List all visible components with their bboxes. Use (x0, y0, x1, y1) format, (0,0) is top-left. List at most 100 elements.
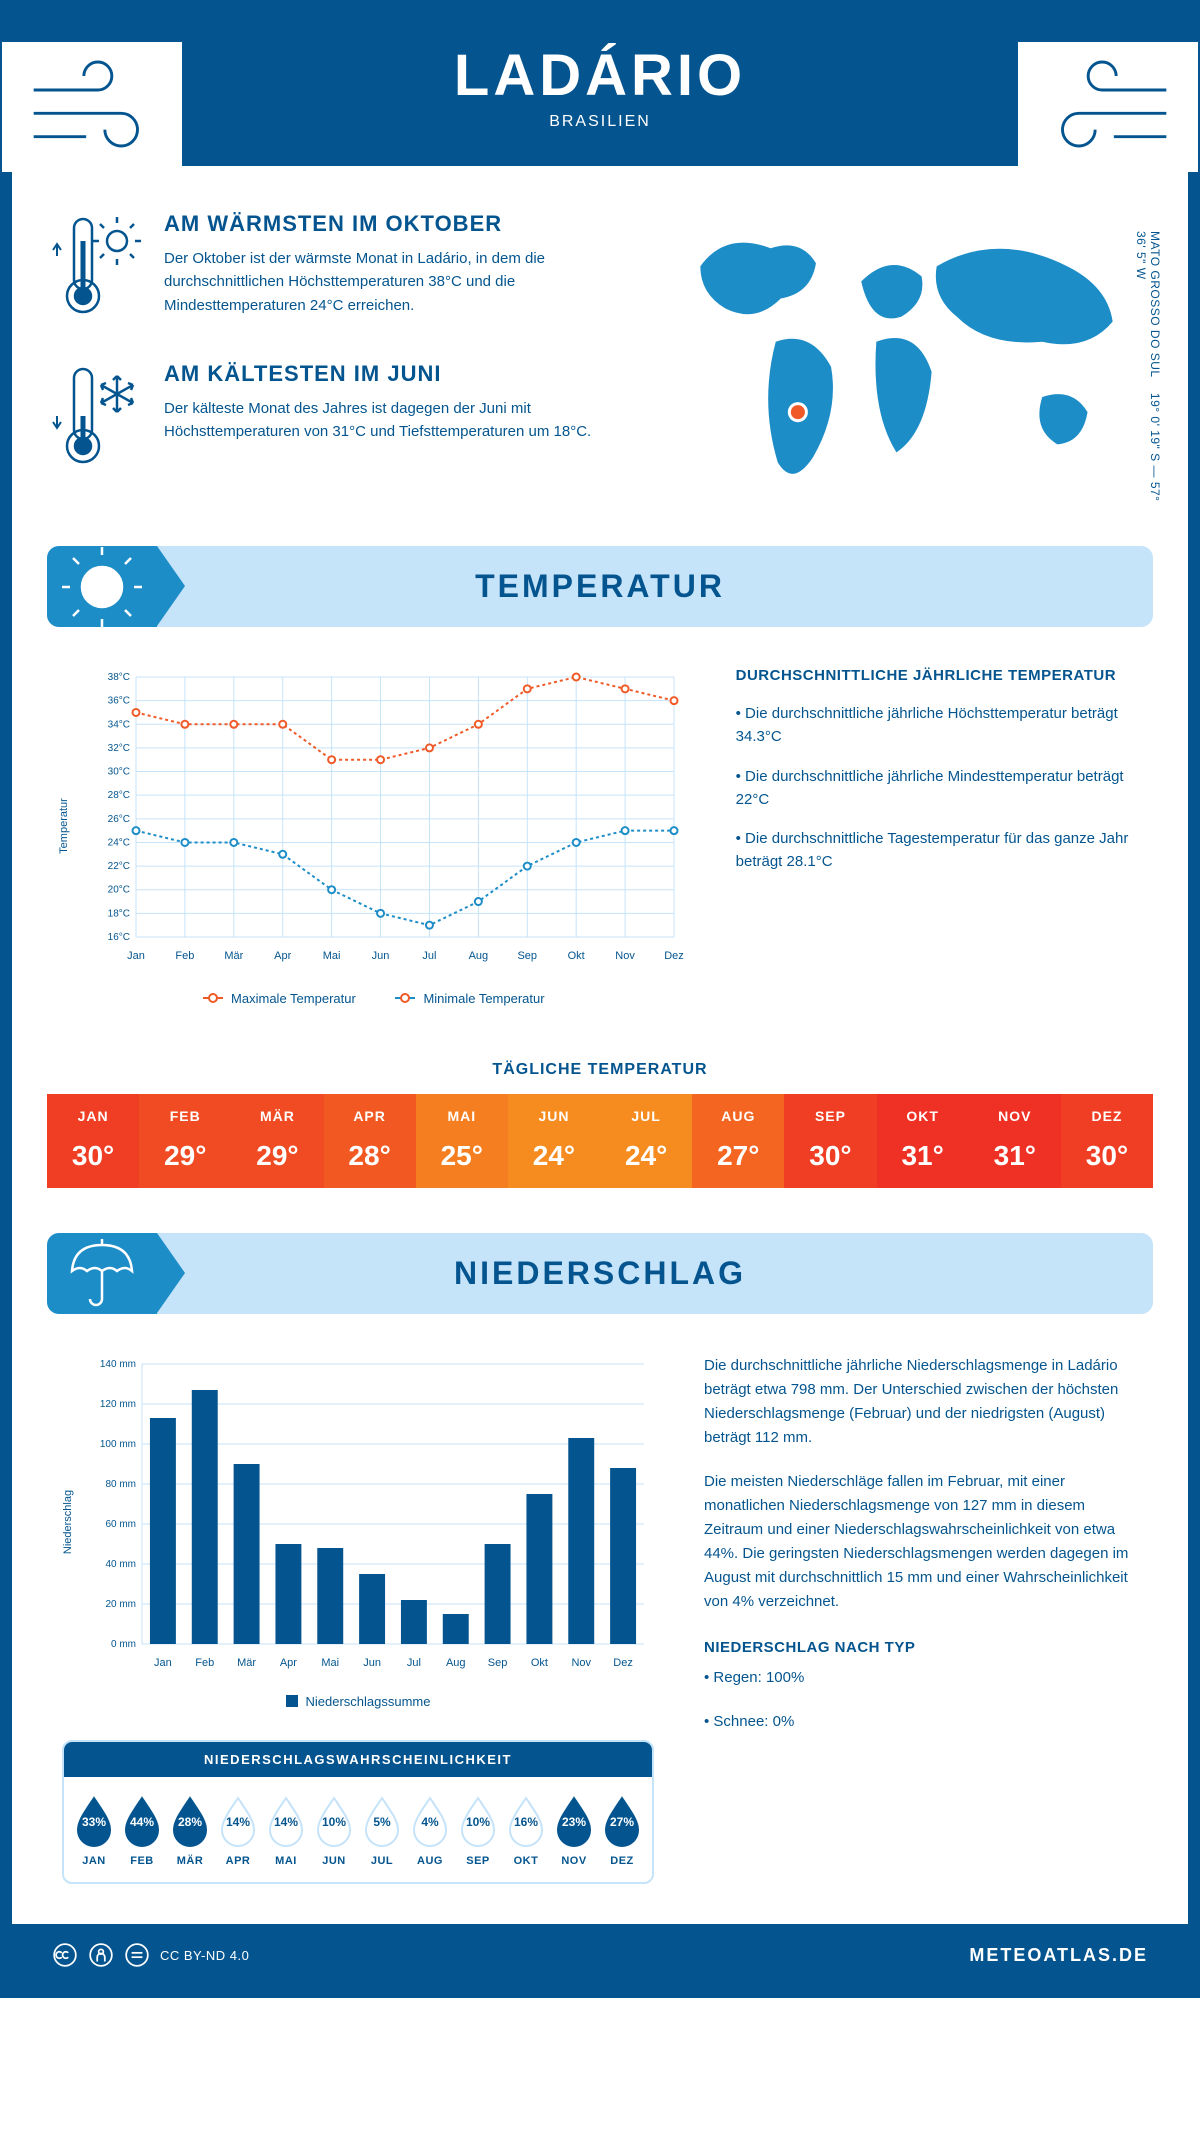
drop-icon: 10% (457, 1795, 499, 1847)
svg-text:Aug: Aug (469, 950, 489, 962)
drop-icon: 14% (265, 1795, 307, 1847)
footer: CC BY-ND 4.0 METEOATLAS.DE (12, 1924, 1188, 1986)
world-map: MATO GROSSO DO SUL 19° 0' 19" S — 57° 36… (645, 211, 1148, 511)
warmest-text: Der Oktober ist der wärmste Monat in Lad… (164, 247, 605, 317)
drop-icon: 23% (553, 1795, 595, 1847)
daily-temp-table: JAN30°FEB29°MÄR29°APR28°MAI25°JUN24°JUL2… (47, 1094, 1153, 1188)
drop-icon: 4% (409, 1795, 451, 1847)
svg-text:140 mm: 140 mm (100, 1359, 136, 1370)
prob-cell: 27% DEZ (601, 1795, 643, 1867)
svg-text:80 mm: 80 mm (105, 1479, 136, 1490)
warmest-block: AM WÄRMSTEN IM OKTOBER Der Oktober ist d… (52, 211, 605, 326)
svg-text:Okt: Okt (531, 1657, 548, 1669)
svg-text:36°C: 36°C (108, 696, 130, 707)
daily-cell: APR28° (324, 1094, 416, 1188)
brand: METEOATLAS.DE (969, 1945, 1148, 1966)
coldest-block: AM KÄLTESTEN IM JUNI Der kälteste Monat … (52, 361, 605, 476)
svg-text:20°C: 20°C (108, 885, 130, 896)
temperature-info: DURCHSCHNITTLICHE JÄHRLICHE TEMPERATUR •… (736, 667, 1138, 1006)
svg-text:40 mm: 40 mm (105, 1559, 136, 1570)
drop-icon: 16% (505, 1795, 547, 1847)
drop-icon: 27% (601, 1795, 643, 1847)
daily-cell: OKT31° (877, 1094, 969, 1188)
prob-cell: 5% JUL (361, 1795, 403, 1867)
drop-icon: 33% (73, 1795, 115, 1847)
svg-text:Dez: Dez (664, 950, 684, 962)
svg-text:Feb: Feb (195, 1657, 214, 1669)
svg-text:Nov: Nov (615, 950, 635, 962)
wind-icon-right (1018, 42, 1198, 172)
daily-cell: JAN30° (47, 1094, 139, 1188)
daily-cell: AUG27° (692, 1094, 784, 1188)
thermometer-sun-icon (52, 211, 142, 326)
temperature-line-chart: Temperatur 16°C18°C20°C22°C24°C26°C28°C3… (62, 667, 686, 1006)
prob-cell: 28% MÄR (169, 1795, 211, 1867)
temperature-section-header: TEMPERATUR (47, 546, 1153, 627)
page-title: LADÁRIO (32, 42, 1168, 109)
svg-text:100 mm: 100 mm (100, 1439, 136, 1450)
header: LADÁRIO BRASILIEN (12, 12, 1188, 166)
svg-text:28°C: 28°C (108, 790, 130, 801)
svg-text:Mär: Mär (237, 1657, 256, 1669)
thermometer-snow-icon (52, 361, 142, 476)
svg-text:20 mm: 20 mm (105, 1599, 136, 1610)
svg-text:38°C: 38°C (108, 672, 130, 683)
temperature-legend: .leg-m:nth-child(1)::before{border-color… (62, 987, 686, 1006)
svg-text:Aug: Aug (446, 1657, 466, 1669)
daily-cell: NOV31° (969, 1094, 1061, 1188)
svg-text:Jan: Jan (127, 950, 145, 962)
svg-text:0 mm: 0 mm (111, 1639, 136, 1650)
svg-text:Jun: Jun (363, 1657, 381, 1669)
prob-cell: 23% NOV (553, 1795, 595, 1867)
svg-text:Apr: Apr (280, 1657, 297, 1669)
svg-text:Jun: Jun (372, 950, 390, 962)
drop-icon: 10% (313, 1795, 355, 1847)
svg-text:Mär: Mär (224, 950, 243, 962)
svg-text:18°C: 18°C (108, 908, 130, 919)
coldest-title: AM KÄLTESTEN IM JUNI (164, 361, 605, 387)
prob-cell: 10% JUN (313, 1795, 355, 1867)
svg-text:34°C: 34°C (108, 719, 130, 730)
prob-cell: 16% OKT (505, 1795, 547, 1867)
svg-text:Okt: Okt (568, 950, 585, 962)
coordinates: MATO GROSSO DO SUL 19° 0' 19" S — 57° 36… (1134, 231, 1162, 511)
drop-icon: 44% (121, 1795, 163, 1847)
drop-icon: 5% (361, 1795, 403, 1847)
wind-icon-left (2, 42, 182, 172)
svg-text:Jan: Jan (154, 1657, 172, 1669)
svg-text:Jul: Jul (407, 1657, 421, 1669)
umbrella-icon (47, 1233, 157, 1314)
svg-text:Nov: Nov (571, 1657, 591, 1669)
drop-icon: 28% (169, 1795, 211, 1847)
svg-text:16°C: 16°C (108, 932, 130, 943)
svg-text:Sep: Sep (488, 1657, 508, 1669)
prob-cell: 33% JAN (73, 1795, 115, 1867)
intro-section: AM WÄRMSTEN IM OKTOBER Der Oktober ist d… (12, 166, 1188, 546)
svg-text:26°C: 26°C (108, 814, 130, 825)
svg-text:22°C: 22°C (108, 861, 130, 872)
svg-text:Sep: Sep (517, 950, 537, 962)
prob-cell: 4% AUG (409, 1795, 451, 1867)
daily-cell: MAI25° (416, 1094, 508, 1188)
precip-title: NIEDERSCHLAG (67, 1255, 1133, 1292)
daily-cell: JUN24° (508, 1094, 600, 1188)
precip-bar-chart: Niederschlag 0 mm20 mm40 mm60 mm80 mm100… (94, 1354, 654, 1679)
svg-text:120 mm: 120 mm (100, 1399, 136, 1410)
svg-text:Jul: Jul (422, 950, 436, 962)
svg-text:Apr: Apr (274, 950, 291, 962)
svg-text:24°C: 24°C (108, 837, 130, 848)
precip-probability-box: NIEDERSCHLAGSWAHRSCHEINLICHKEIT 33% JAN … (62, 1740, 654, 1884)
svg-text:Feb: Feb (175, 950, 194, 962)
daily-cell: FEB29° (139, 1094, 231, 1188)
svg-text:30°C: 30°C (108, 767, 130, 778)
coldest-text: Der kälteste Monat des Jahres ist dagege… (164, 397, 605, 444)
license: CC BY-ND 4.0 (52, 1942, 249, 1968)
daily-cell: DEZ30° (1061, 1094, 1153, 1188)
svg-text:Dez: Dez (613, 1657, 633, 1669)
precip-info: Die durchschnittliche jährliche Niedersc… (704, 1354, 1138, 1885)
sun-icon (47, 546, 157, 627)
svg-text:60 mm: 60 mm (105, 1519, 136, 1530)
infographic-page: LADÁRIO BRASILIEN AM WÄRMSTEN IM OKTOBER… (0, 0, 1200, 1998)
precip-section-header: NIEDERSCHLAG (47, 1233, 1153, 1314)
svg-text:32°C: 32°C (108, 743, 130, 754)
